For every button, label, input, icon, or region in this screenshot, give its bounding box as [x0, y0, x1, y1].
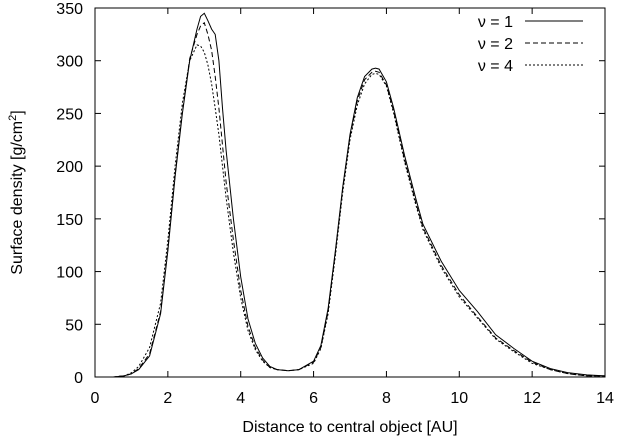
x-tick-label: 2 [163, 390, 172, 407]
y-axis-label-superscript: 2 [7, 115, 19, 121]
y-axis-label-main: Surface density [g/cm [9, 121, 26, 275]
x-axis-ticks: 0 2 4 6 8 10 12 14 [91, 8, 614, 407]
series-line-1 [95, 12, 606, 378]
plot-border [94, 7, 606, 378]
x-tick-label: 10 [450, 390, 468, 407]
y-axis-label-tail: ] [9, 110, 26, 114]
x-tick-label: 0 [91, 390, 100, 407]
y-tick-label: 300 [56, 54, 83, 71]
legend-label-3: ν = 4 [478, 58, 513, 75]
x-axis-label: Distance to central object [AU] [242, 419, 457, 436]
series-line-2 [95, 21, 605, 378]
y-axis-label: Surface density [g/cm2] [7, 110, 26, 274]
legend-label-1: ν = 1 [478, 14, 513, 31]
legend-label-2: ν = 2 [478, 36, 513, 53]
y-tick-label: 100 [56, 265, 83, 282]
y-tick-label: 250 [56, 106, 83, 123]
x-tick-label: 8 [382, 390, 391, 407]
y-tick-label: 150 [56, 212, 83, 229]
series-lines [95, 12, 606, 378]
x-tick-label: 4 [236, 390, 245, 407]
y-tick-label: 200 [56, 159, 83, 176]
x-tick-label: 12 [523, 390, 541, 407]
y-axis-ticks: 0 50 100 150 200 250 300 350 [56, 1, 605, 387]
x-tick-label: 6 [309, 390, 318, 407]
y-tick-label: 50 [65, 317, 83, 334]
y-tick-label: 350 [56, 1, 83, 18]
legend: ν = 1 ν = 2 ν = 4 [478, 14, 583, 75]
y-tick-label: 0 [74, 370, 83, 387]
plot-frame [94, 7, 606, 378]
x-tick-label: 14 [596, 390, 614, 407]
